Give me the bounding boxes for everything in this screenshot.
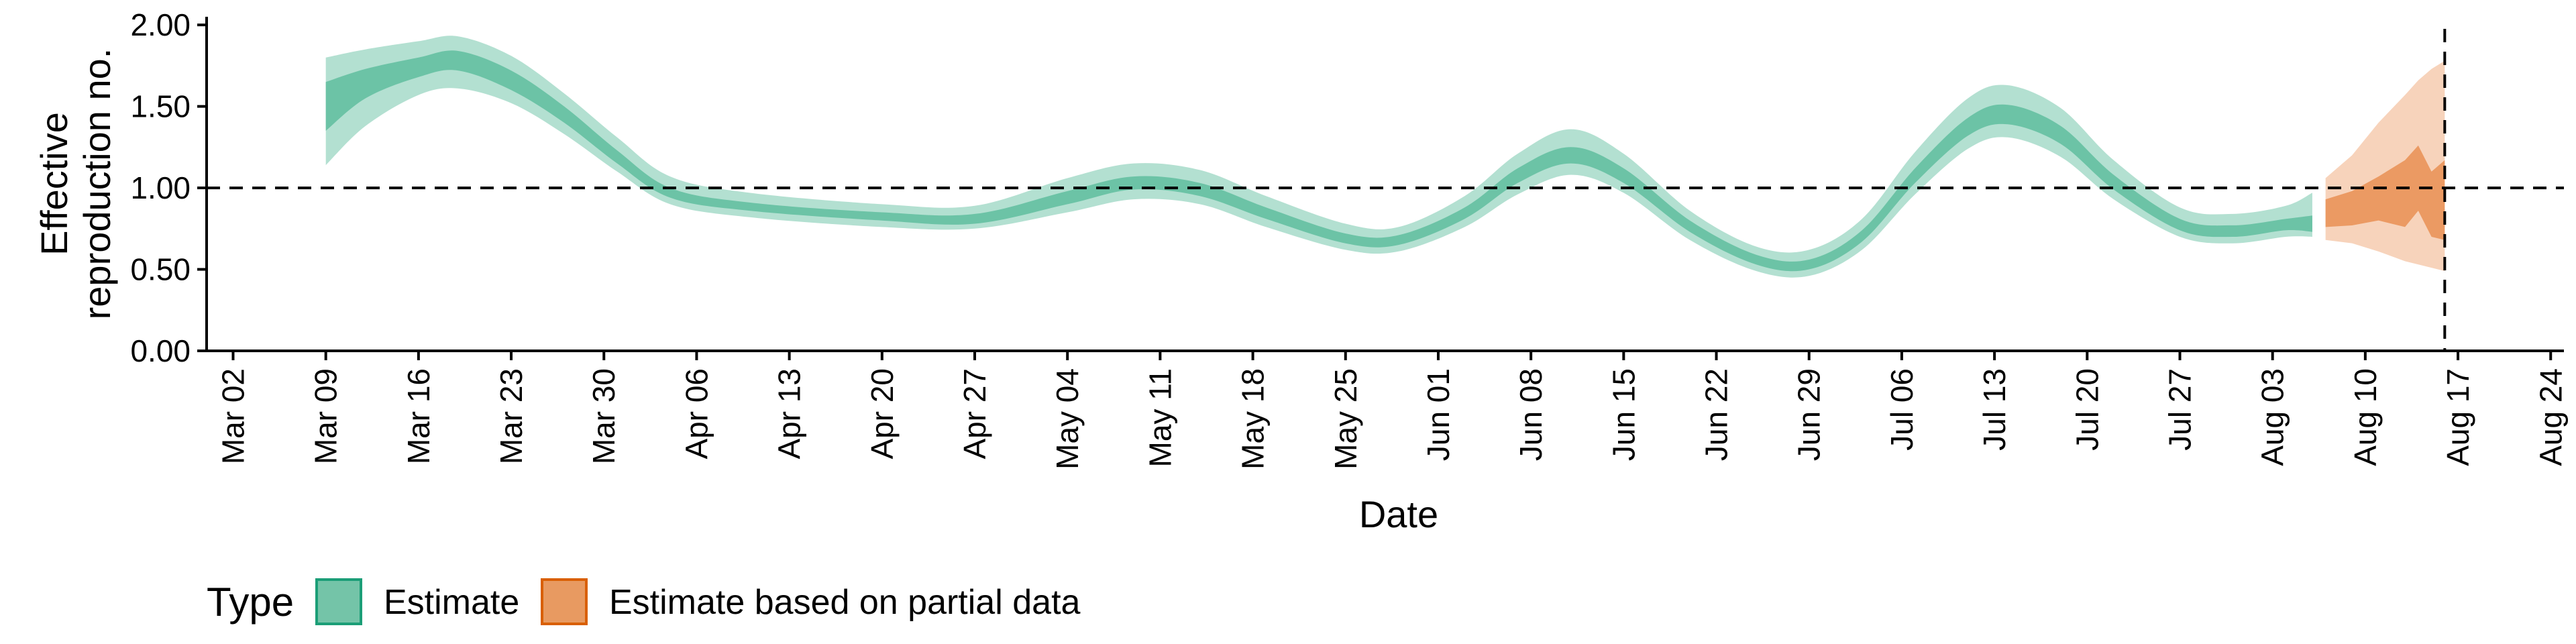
x-tick-label: Jul 27 — [2162, 368, 2197, 451]
legend-key — [315, 578, 362, 625]
x-tick-label: Aug 03 — [2255, 368, 2290, 466]
legend-title: Type — [207, 580, 294, 625]
x-tick-label: Mar 02 — [215, 368, 250, 464]
y-tick-label: 2.00 — [130, 7, 191, 42]
x-tick-label: Apr 06 — [679, 368, 714, 460]
x-tick-label: Jun 29 — [1792, 368, 1827, 461]
x-tick-label: Aug 10 — [2348, 368, 2383, 466]
x-tick-label: Jul 13 — [1977, 368, 2012, 451]
x-tick-label: Apr 13 — [772, 368, 807, 460]
x-tick-label: Mar 30 — [586, 368, 621, 464]
series-band-inner — [325, 50, 2312, 272]
legend-label: Estimate — [384, 583, 519, 622]
x-tick-label: Mar 23 — [494, 368, 529, 464]
x-tick-label: Apr 27 — [957, 368, 992, 460]
y-tick-label: 0.00 — [130, 333, 191, 368]
y-tick-label: 1.50 — [130, 89, 191, 124]
x-tick-label: Jun 01 — [1421, 368, 1456, 461]
x-tick-label: Jun 15 — [1606, 368, 1641, 461]
series-bands — [325, 36, 2445, 278]
x-tick-label: Jun 22 — [1699, 368, 1734, 461]
x-tick-label: Jul 20 — [2070, 368, 2104, 451]
x-tick-label: May 25 — [1328, 368, 1363, 470]
x-tick-label: Aug 24 — [2533, 368, 2568, 466]
x-tick-label: Aug 17 — [2440, 368, 2475, 466]
x-tick-label: May 04 — [1050, 368, 1085, 470]
series-band-outer — [325, 36, 2312, 278]
legend-label: Estimate based on partial data — [609, 583, 1081, 622]
x-tick-label: May 11 — [1142, 368, 1177, 467]
legend: Type Estimate Estimate based on partial d… — [207, 578, 1081, 625]
legend-key — [541, 578, 588, 625]
x-tick-label: Mar 09 — [309, 368, 343, 464]
legend-items: Estimate Estimate based on partial data — [315, 578, 1081, 625]
y-axis-ticks: 0.00 0.50 1.00 1.50 2.00 — [130, 7, 207, 368]
x-axis-title: Date — [1359, 493, 1438, 535]
series-band-inner — [2325, 145, 2445, 240]
x-tick-label: Apr 20 — [865, 368, 900, 460]
y-tick-label: 1.00 — [130, 170, 191, 205]
x-axis-ticks: Mar 02 Mar 09 Mar 16 Mar 23 Mar 30 Apr 06 Apr … — [215, 351, 2568, 470]
x-tick-label: May 18 — [1236, 368, 1271, 470]
y-tick-label: 0.50 — [130, 252, 191, 287]
x-tick-label: Jul 06 — [1884, 368, 1919, 451]
x-tick-label: Jun 08 — [1513, 368, 1548, 461]
x-tick-label: Mar 16 — [401, 368, 436, 464]
y-axis-title: Effectivereproduction no. — [33, 48, 118, 320]
